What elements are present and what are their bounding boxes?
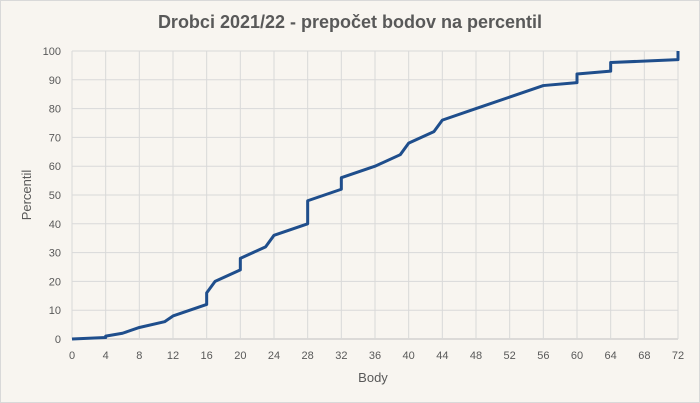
x-tick-label: 56: [537, 350, 549, 362]
x-tick-label: 20: [234, 350, 246, 362]
x-tick-label: 28: [302, 350, 314, 362]
x-tick-label: 24: [268, 350, 280, 362]
x-tick-label: 8: [136, 350, 142, 362]
x-tick-label: 44: [436, 350, 448, 362]
y-axis-title: Percentil: [19, 170, 34, 221]
x-tick-label: 0: [69, 350, 75, 362]
x-tick-label: 4: [103, 350, 109, 362]
x-tick-label: 40: [403, 350, 415, 362]
y-tick-label: 20: [49, 276, 61, 288]
x-axis-title: Body: [358, 370, 388, 385]
x-tick-label: 72: [672, 350, 684, 362]
y-tick-label: 30: [49, 248, 61, 260]
y-tick-label: 70: [49, 132, 61, 144]
y-tick-label: 40: [49, 219, 61, 231]
y-tick-label: 50: [49, 190, 61, 202]
grid-layer: [72, 51, 678, 339]
x-tick-label: 68: [638, 350, 650, 362]
y-tick-label: 60: [49, 161, 61, 173]
x-tick-label: 12: [167, 350, 179, 362]
y-tick-label: 90: [49, 75, 61, 87]
y-tick-label: 80: [49, 104, 61, 116]
x-tick-label: 16: [201, 350, 213, 362]
y-tick-label: 10: [49, 305, 61, 317]
x-tick-label: 60: [571, 350, 583, 362]
x-tick-label: 52: [504, 350, 516, 362]
x-tick-label: 36: [369, 350, 381, 362]
x-tick-label: 64: [605, 350, 617, 362]
y-tick-label: 100: [43, 46, 61, 58]
y-tick-label: 0: [55, 334, 61, 346]
x-tick-label: 48: [470, 350, 482, 362]
x-tick-label: 32: [335, 350, 347, 362]
